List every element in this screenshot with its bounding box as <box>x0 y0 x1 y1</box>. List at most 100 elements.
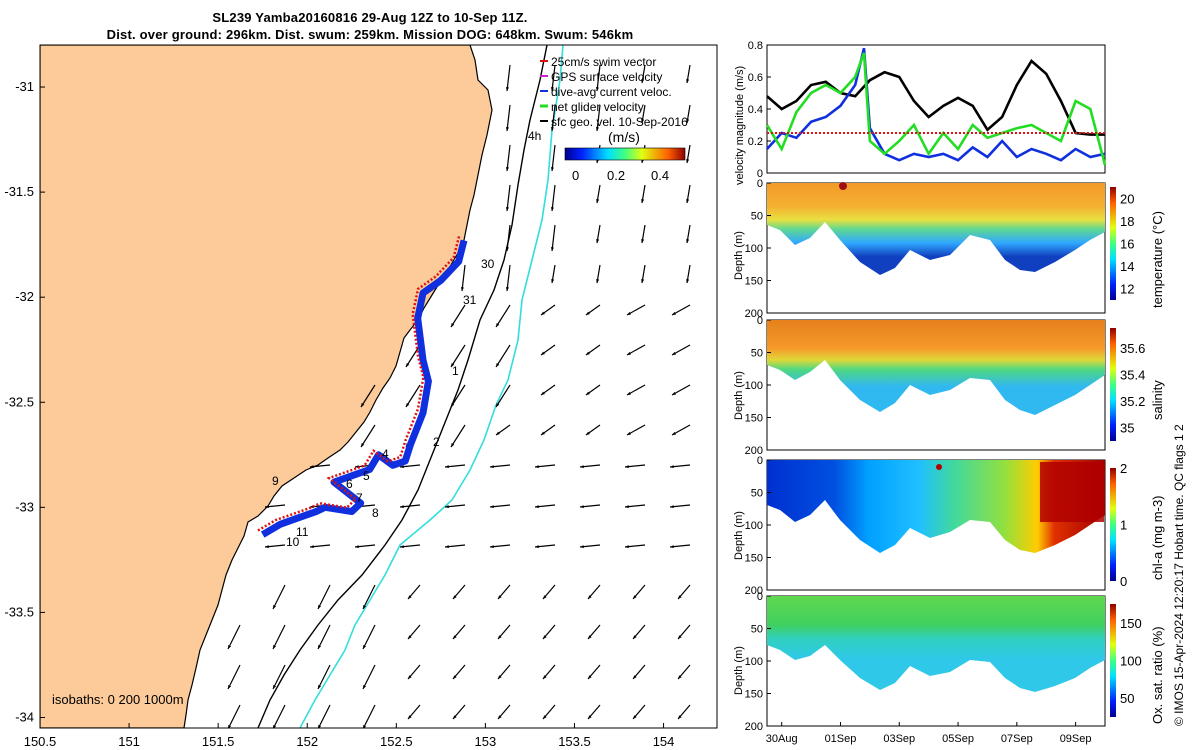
temperature-colorbar-label: temperature (°C) <box>1150 211 1165 308</box>
geo-arrow-head <box>505 127 509 131</box>
velocity-series-0 <box>766 59 1105 136</box>
map-frame <box>39 44 718 729</box>
colorbar-tick-label: 35.4 <box>1120 368 1145 383</box>
geo-arrow-head <box>310 465 314 469</box>
geo-arrow-head <box>496 323 500 327</box>
day-label-2: 2 <box>433 435 440 449</box>
geo-arrow-head <box>550 247 554 251</box>
oxygen-colorbar-label: Ox. sat. ratio (%) <box>1150 626 1165 724</box>
geo-arrow-head <box>318 685 322 689</box>
geo-arrow-head <box>273 685 277 689</box>
velocity-series-1 <box>766 47 1106 162</box>
temperature-colorbar <box>1110 187 1116 300</box>
geo-arrow-head <box>363 685 367 689</box>
geo-arrow-head <box>273 725 277 728</box>
day-label-4: 4 <box>382 447 389 461</box>
section-axis-ticks: 0501001502000501001502000501001502000501… <box>745 178 1092 745</box>
speed-colorbar <box>564 147 686 161</box>
velocity-ytick-label: 0.6 <box>748 72 763 84</box>
geo-arrow-head <box>670 505 674 509</box>
day-label-10: 10 <box>286 535 300 549</box>
depth-tick-label: 150 <box>745 553 763 565</box>
salinity-panel <box>766 319 1106 451</box>
temperature-hotspot <box>839 182 847 190</box>
geo-arrow-head <box>625 545 629 549</box>
geo-arrow <box>272 664 286 690</box>
colorbar-tick-label: 14 <box>1120 259 1134 274</box>
day-label-6: 6 <box>346 477 353 491</box>
geo-arrow <box>551 184 556 212</box>
geo-arrow <box>506 64 511 92</box>
geo-arrow <box>362 664 376 690</box>
colorbar-tick-label: 12 <box>1120 282 1134 297</box>
geo-arrow-head <box>541 431 545 435</box>
geo-arrow-head <box>451 443 455 447</box>
footer-credit: © IMOS 15-Apr-2024 12:20:17 Hobart time.… <box>1172 424 1186 726</box>
map-axis-ticks: 150.5 151 151.5 152 152.5 153 153.5 154-31-31.5… <box>4 79 674 749</box>
geo-arrow <box>506 104 511 132</box>
depth-tick-label: 200 <box>745 721 763 733</box>
geo-arrow-head <box>641 279 645 283</box>
geo-arrow-head <box>686 239 690 243</box>
oxygen-ylabel: Depth (m) <box>733 646 745 695</box>
depth-tick-label: 50 <box>751 211 763 223</box>
colorbar-tick-label: 100 <box>1120 654 1142 669</box>
geo-arrow-head <box>496 363 500 367</box>
geo-arrow-head <box>541 311 545 315</box>
geo-arrow-head <box>451 323 455 327</box>
geo-arrow-head <box>550 167 554 171</box>
geo-arrow-head <box>633 595 637 599</box>
chl-colorbar-label: chl-a (mg m-3) <box>1150 495 1165 580</box>
geo-arrow-head <box>625 465 629 469</box>
oxygen-colorbar <box>1110 604 1116 717</box>
geo-arrow-head <box>505 287 509 291</box>
geo-arrow <box>596 64 601 92</box>
title-line-1: SL239 Yamba20160816 29-Aug 12Z to 10-Sep… <box>212 10 528 25</box>
geo-arrow <box>317 704 331 728</box>
date-tick-label: 05Sep <box>942 733 974 745</box>
geo-arrow-head <box>496 431 500 435</box>
geo-arrow-head <box>265 505 269 509</box>
geo-arrow-head <box>588 595 592 599</box>
geo-arrow-head <box>318 645 322 649</box>
geo-arrow-head <box>550 207 554 211</box>
title-line-2: Dist. over ground: 296km. Dist. swum: 25… <box>106 27 634 42</box>
legend-swim-vector: 25cm/s swim vector <box>551 55 656 69</box>
depth-tick-label: 0 <box>757 178 763 190</box>
geo-arrow-head <box>672 431 676 435</box>
geo-arrow-head <box>551 279 555 283</box>
geo-arrow-head <box>361 443 365 447</box>
geo-arrow-head <box>408 675 412 679</box>
geo-arrow <box>405 384 421 408</box>
day-label-8: 8 <box>372 506 379 520</box>
geo-arrow-head <box>408 595 412 599</box>
geo-arrow-head <box>228 725 232 728</box>
geo-arrow-head <box>535 465 539 469</box>
geo-arrow <box>362 584 376 610</box>
geo-arrow-head <box>672 311 676 315</box>
map-ytick-label: -31 <box>15 79 34 94</box>
depth-tick-label: 100 <box>745 380 763 392</box>
colorbar-tick-label: 35 <box>1120 421 1134 436</box>
geo-arrow <box>506 144 511 172</box>
depth-tick-label: 0 <box>757 591 763 603</box>
colorbar-tick-label: 20 <box>1120 191 1134 206</box>
geo-arrow-head <box>678 675 682 679</box>
geo-arrow-head <box>596 239 600 243</box>
depth-tick-label: 50 <box>751 348 763 360</box>
section-colorbars <box>1110 187 1116 717</box>
colorbar-tick-label: 18 <box>1120 214 1134 229</box>
geo-arrow-head <box>625 505 629 509</box>
map-ytick-label: -34 <box>15 709 34 724</box>
day-label-7: 7 <box>356 491 363 505</box>
geo-arrow-head <box>670 545 674 549</box>
geo-arrow-head <box>363 605 367 609</box>
dive-avg-current-track <box>260 239 468 538</box>
chl-spot <box>936 464 942 470</box>
depth-tick-label: 100 <box>745 243 763 255</box>
geo-arrow-head <box>535 545 539 549</box>
velocity-series-2 <box>765 52 1107 166</box>
geo-arrow <box>450 344 466 368</box>
geo-arrow-head <box>686 119 690 123</box>
speed-tick-0.2: 0.2 <box>607 168 625 183</box>
